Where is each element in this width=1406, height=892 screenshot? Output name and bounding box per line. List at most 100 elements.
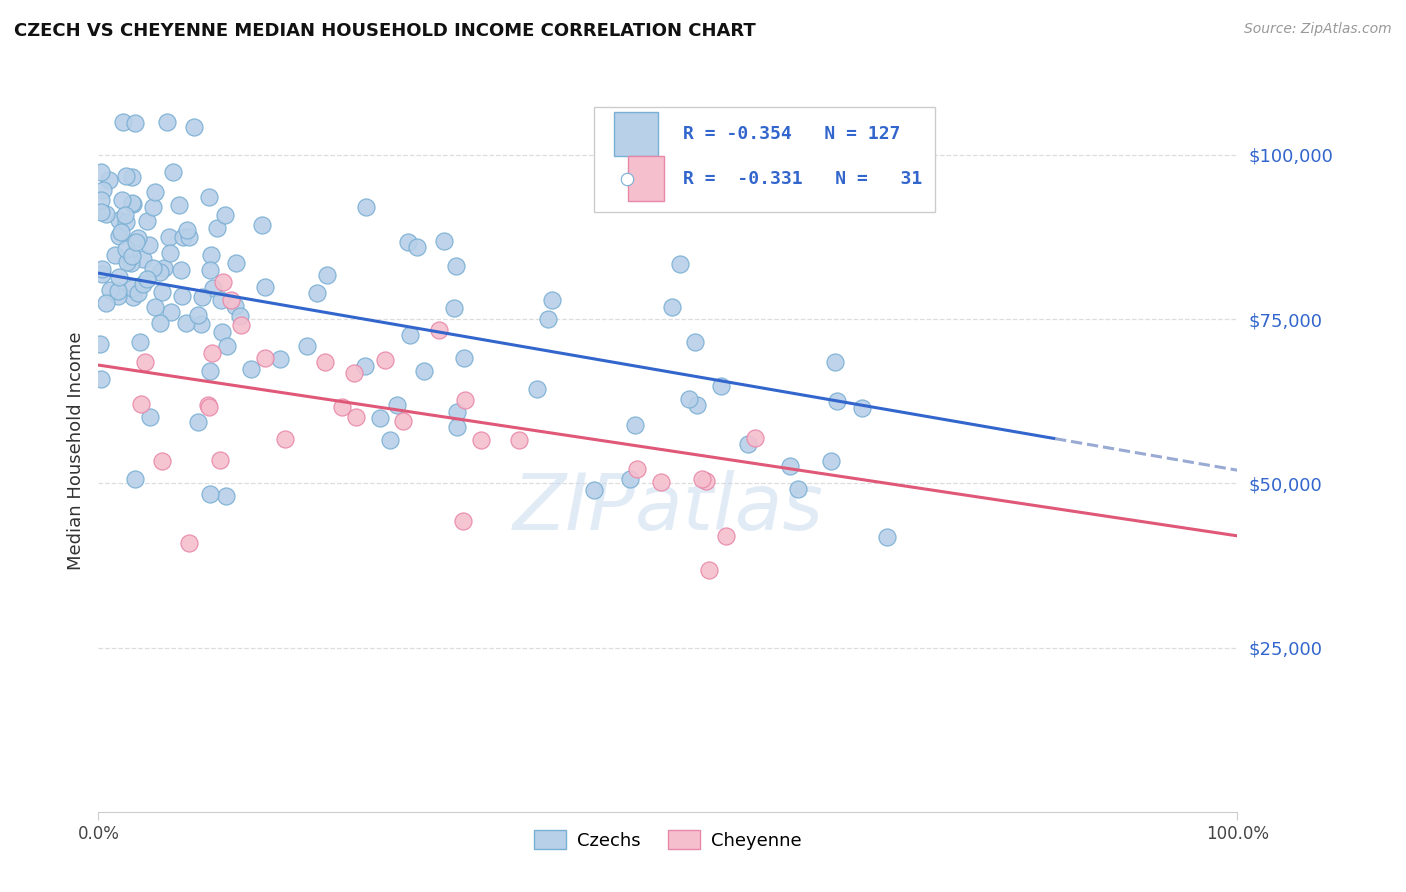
Point: [187, 415, 209, 429]
Point: [139, 410, 162, 425]
Point: [385, 398, 408, 412]
Point: [121, 196, 143, 211]
Point: [179, 230, 201, 244]
Y-axis label: Median Household Income: Median Household Income: [66, 331, 84, 570]
Point: [197, 398, 219, 412]
Text: Source: ZipAtlas.com: Source: ZipAtlas.com: [1244, 22, 1392, 37]
Point: [779, 458, 801, 473]
Point: [219, 293, 242, 307]
Point: [94, 207, 117, 221]
Point: [150, 453, 173, 467]
Point: [211, 325, 233, 339]
Point: [616, 805, 638, 819]
Point: [120, 255, 142, 269]
Point: [107, 284, 129, 298]
Point: [214, 209, 236, 223]
Point: [229, 309, 252, 323]
Point: [135, 272, 157, 286]
Point: [90, 194, 112, 208]
Point: [128, 334, 150, 349]
Point: [876, 530, 898, 544]
Point: [201, 345, 224, 359]
Point: [96, 296, 118, 310]
Point: [132, 277, 155, 291]
Point: [156, 115, 179, 129]
Point: [508, 434, 530, 448]
Point: [197, 401, 219, 415]
Point: [152, 261, 174, 276]
Point: [214, 489, 236, 503]
Point: [669, 257, 692, 271]
Point: [699, 563, 721, 577]
Point: [624, 417, 647, 432]
Point: [198, 190, 221, 204]
Point: [159, 230, 181, 244]
Point: [269, 352, 291, 367]
Point: [307, 285, 329, 300]
Point: [145, 186, 167, 200]
Point: [446, 420, 468, 434]
Point: [392, 414, 415, 428]
Point: [330, 400, 353, 414]
Point: [138, 238, 160, 252]
Point: [124, 235, 146, 249]
Point: [380, 434, 402, 448]
Point: [114, 208, 136, 222]
Point: [354, 200, 377, 214]
Point: [107, 229, 129, 244]
Point: [229, 318, 252, 332]
Point: [454, 393, 477, 408]
Point: [824, 355, 846, 369]
Point: [110, 225, 132, 239]
Point: [111, 115, 134, 129]
Point: [714, 529, 737, 543]
Point: [150, 285, 173, 299]
Point: [121, 249, 143, 263]
Point: [124, 472, 146, 486]
Point: [91, 183, 114, 197]
Point: [342, 366, 364, 380]
Point: [142, 200, 165, 214]
Point: [427, 323, 450, 337]
Text: ZIPatlas: ZIPatlas: [512, 470, 824, 546]
Point: [190, 318, 212, 332]
Point: [683, 335, 706, 350]
Point: [170, 289, 193, 303]
Point: [374, 352, 396, 367]
Point: [142, 261, 165, 276]
Point: [90, 372, 112, 386]
Point: [200, 248, 222, 262]
Point: [160, 305, 183, 319]
Point: [737, 437, 759, 451]
Point: [209, 293, 232, 308]
Point: [619, 472, 641, 486]
FancyBboxPatch shape: [593, 107, 935, 212]
Point: [176, 223, 198, 237]
Point: [107, 289, 129, 303]
Point: [122, 197, 145, 211]
Point: [851, 401, 873, 415]
Point: [198, 487, 221, 501]
Point: [274, 432, 297, 446]
Point: [121, 290, 143, 304]
Point: [90, 164, 112, 178]
Point: [368, 411, 391, 425]
Point: [191, 290, 214, 304]
Point: [111, 193, 134, 207]
Point: [526, 382, 548, 396]
Point: [162, 165, 184, 179]
Point: [825, 394, 848, 409]
Point: [678, 392, 700, 407]
Point: [626, 462, 648, 476]
Point: [212, 275, 235, 289]
Point: [121, 281, 143, 295]
Point: [149, 317, 172, 331]
Point: [167, 198, 190, 212]
Point: [744, 431, 766, 445]
Point: [136, 214, 159, 228]
Point: [91, 267, 114, 281]
Text: CZECH VS CHEYENNE MEDIAN HOUSEHOLD INCOME CORRELATION CHART: CZECH VS CHEYENNE MEDIAN HOUSEHOLD INCOM…: [14, 22, 756, 40]
Point: [316, 268, 339, 282]
Point: [314, 354, 336, 368]
Point: [145, 301, 167, 315]
